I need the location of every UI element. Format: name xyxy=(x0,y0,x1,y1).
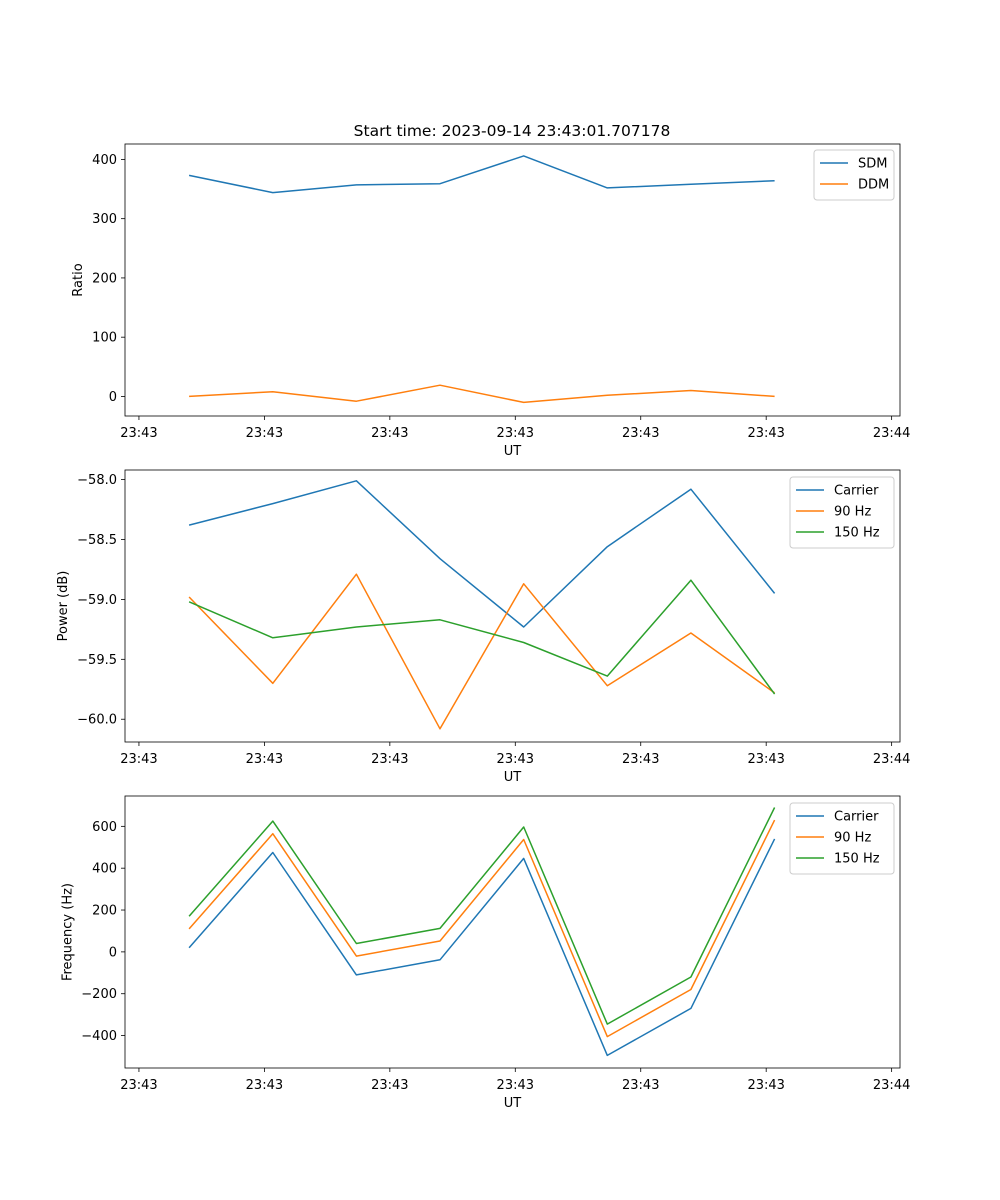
ratio-axes-frame xyxy=(124,143,901,417)
frequency-x-tick-label: 23:43 xyxy=(246,1078,283,1093)
ratio-x-tick-label: 23:44 xyxy=(873,426,910,441)
frequency-x-tick-label: 23:43 xyxy=(497,1078,534,1093)
power-x-tick-label: 23:43 xyxy=(497,752,534,767)
ratio-x-tick-label: 23:43 xyxy=(747,426,784,441)
ratio-x-tick-label: 23:43 xyxy=(246,426,283,441)
ratio-y-tick-label: 100 xyxy=(92,331,117,346)
figure-title: Start time: 2023-09-14 23:43:01.707178 xyxy=(354,122,671,140)
frequency-y-axis-label: Frequency (Hz) xyxy=(60,883,75,981)
power-x-tick-label: 23:43 xyxy=(371,752,408,767)
ratio-x-tick-label: 23:43 xyxy=(120,426,157,441)
ratio-series-sdm xyxy=(188,155,775,194)
frequency-x-tick-label: 23:43 xyxy=(120,1078,157,1093)
frequency-y-tick-label: −400 xyxy=(81,1029,117,1044)
frequency-y-tick-label: 600 xyxy=(92,820,117,835)
frequency-series-90-hz xyxy=(188,819,776,1038)
power-y-axis-label: Power (dB) xyxy=(56,571,71,642)
power-y-tick-label: −59.0 xyxy=(77,593,117,608)
power-series-group xyxy=(188,480,776,730)
power-y-tick-label: −58.5 xyxy=(77,533,117,548)
frequency-x-tick-label: 23:43 xyxy=(747,1078,784,1093)
power-y-tick-label: −60.0 xyxy=(77,713,117,728)
ratio-legend-label-sdm: SDM xyxy=(858,157,887,172)
ratio-y-tick-label: 400 xyxy=(92,153,117,168)
frequency-series-group xyxy=(188,807,776,1057)
ratio-series-group xyxy=(188,155,775,404)
power-legend-label-150-hz: 150 Hz xyxy=(834,526,880,541)
ratio-x-axis-label: UT xyxy=(504,444,522,459)
power-x-tick-label: 23:44 xyxy=(873,752,910,767)
power-legend-label-90-hz: 90 Hz xyxy=(834,505,871,520)
power-series-carrier xyxy=(188,480,776,628)
frequency-legend-label-carrier: Carrier xyxy=(834,810,879,825)
power-series-150-hz xyxy=(188,579,776,695)
power-y-tick-label: −59.5 xyxy=(77,653,117,668)
power-x-axis-label: UT xyxy=(504,770,522,785)
power-x-tick-label: 23:43 xyxy=(747,752,784,767)
frequency-panel: 23:43 23:43 23:43 23:43 23:43 23:43 23:44 −400 −… xyxy=(60,795,910,1111)
frequency-x-tick-label: 23:43 xyxy=(622,1078,659,1093)
power-panel: 23:43 23:43 23:43 23:43 23:43 23:43 23:44 −60.0… xyxy=(56,469,910,785)
power-y-tick-label: −58.0 xyxy=(77,473,117,488)
frequency-x-tick-label: 23:44 xyxy=(873,1078,910,1093)
power-x-tick-label: 23:43 xyxy=(622,752,659,767)
ratio-legend: SDM DDM xyxy=(813,149,895,201)
frequency-legend-label-150-hz: 150 Hz xyxy=(834,852,880,867)
power-series-90-hz xyxy=(188,573,776,730)
ratio-y-tick-label: 300 xyxy=(92,212,117,227)
ratio-y-axis-label: Ratio xyxy=(71,263,86,296)
ratio-x-tick-label: 23:43 xyxy=(622,426,659,441)
frequency-legend-label-90-hz: 90 Hz xyxy=(834,831,871,846)
frequency-legend: Carrier 90 Hz 150 Hz xyxy=(789,802,895,875)
frequency-y-tick-label: 400 xyxy=(92,862,117,877)
ratio-y-tick-label: 0 xyxy=(109,390,117,405)
ratio-x-tick-label: 23:43 xyxy=(371,426,408,441)
frequency-legend-box xyxy=(789,802,895,875)
ratio-series-ddm xyxy=(189,384,775,404)
frequency-x-tick-label: 23:43 xyxy=(371,1078,408,1093)
power-x-tick-label: 23:43 xyxy=(120,752,157,767)
power-legend: Carrier 90 Hz 150 Hz xyxy=(789,476,895,549)
frequency-y-tick-label: 0 xyxy=(109,945,117,960)
power-legend-label-carrier: Carrier xyxy=(834,484,879,499)
power-axes-frame xyxy=(124,469,901,743)
ratio-panel: 23:43 23:43 23:43 23:43 23:43 23:43 23:44 0 100 2… xyxy=(71,143,910,459)
frequency-series-150-hz xyxy=(188,807,776,1025)
power-x-tick-label: 23:43 xyxy=(246,752,283,767)
ratio-y-tick-label: 200 xyxy=(92,271,117,286)
frequency-series-carrier xyxy=(188,838,776,1057)
frequency-axes-frame xyxy=(124,795,901,1069)
frequency-y-tick-label: 200 xyxy=(92,904,117,919)
ratio-x-tick-label: 23:43 xyxy=(497,426,534,441)
ratio-legend-label-ddm: DDM xyxy=(858,178,889,193)
power-legend-box xyxy=(789,476,895,549)
frequency-y-tick-label: −200 xyxy=(81,987,117,1002)
frequency-x-axis-label: UT xyxy=(504,1096,522,1111)
